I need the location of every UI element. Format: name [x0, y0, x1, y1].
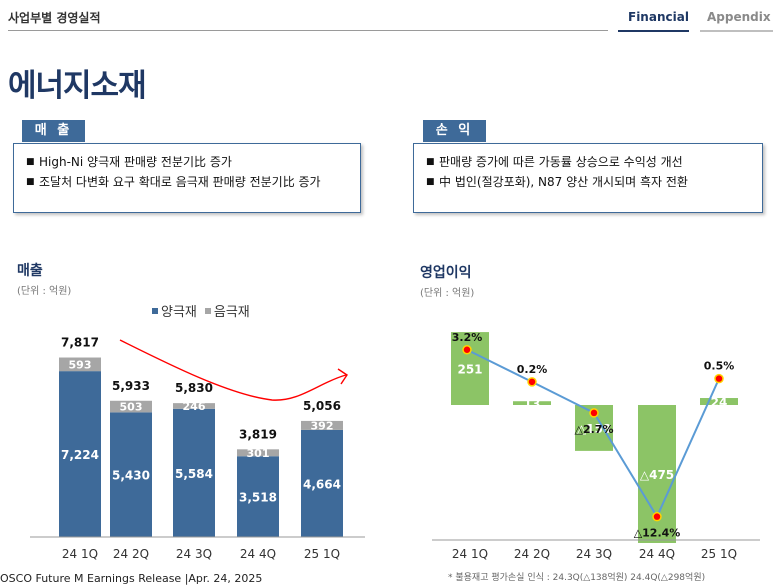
bullet-icon: ■ — [26, 177, 35, 187]
x-tick-label: 24 2Q — [113, 547, 149, 561]
profit-panel: ■ 판매량 증가에 따른 가동률 상승으로 수익성 개선 ■ 中 법인(절강포화),… — [413, 143, 763, 213]
sales-chart-title: 매출 — [17, 263, 43, 279]
margin-point — [589, 408, 599, 418]
cathode-value-label: 4,664 — [303, 477, 341, 491]
x-tick-label: 25 1Q — [701, 547, 737, 561]
x-tick-label: 24 4Q — [639, 547, 675, 561]
profit-bullet-2: ■ 中 법인(절강포화), N87 양산 개시되며 흑자 전환 — [426, 172, 752, 192]
legend-label-cathode: 양극재 — [161, 305, 197, 320]
x-tick-label: 24 2Q — [514, 547, 550, 561]
cathode-bar — [110, 412, 152, 537]
profit-value-label: 251 — [457, 363, 482, 377]
sales-bullet-1-text: High-Ni 양극재 판매량 전분기比 증가 — [39, 155, 232, 169]
legend-swatch-anode — [204, 307, 211, 314]
sales-bullet-2-text: 조달처 다변화 요구 확대로 음극재 판매량 전분기比 증가 — [39, 175, 321, 189]
cathode-bar — [301, 429, 343, 537]
sales-bullet-2: ■ 조달처 다변화 요구 확대로 음극재 판매량 전분기比 증가 — [26, 172, 350, 192]
cathode-value-label: 5,584 — [175, 467, 213, 481]
trend-arrow-line — [119, 339, 347, 401]
legend-item-anode: 음극재 — [204, 301, 250, 320]
total-value-label: 5,933 — [112, 379, 150, 393]
sales-panel: ■ High-Ni 양극재 판매량 전분기比 증가 ■ 조달처 다변화 요구 확대로… — [13, 143, 361, 213]
cathode-value-label: 3,518 — [239, 491, 277, 505]
bullet-icon: ■ — [26, 157, 35, 167]
section-title: 사업부별 경영실적 — [8, 11, 101, 25]
x-tick-label: 25 1Q — [304, 547, 340, 561]
x-tick-label: 24 1Q — [62, 547, 98, 561]
sales-chart-legend: 양극재 음극재 — [152, 301, 258, 320]
legend-label-anode: 음극재 — [213, 305, 250, 320]
total-value-label: 7,817 — [61, 336, 99, 350]
profit-bullet-1: ■ 판매량 증가에 따른 가동률 상승으로 수익성 개선 — [426, 152, 752, 172]
bullet-icon: ■ — [426, 177, 435, 187]
profit-bullet-2-text: 中 법인(절강포화), N87 양산 개시되며 흑자 전환 — [439, 175, 688, 189]
margin-label: △2.7% — [575, 423, 614, 436]
profit-panel-tab: 손 익 — [423, 120, 486, 142]
profit-value-label: 13 — [524, 397, 541, 411]
tab-appendix-underline — [700, 30, 773, 32]
tab-appendix[interactable]: Appendix — [707, 10, 771, 24]
anode-bar — [59, 357, 101, 372]
trend-arrow-head — [337, 368, 348, 385]
margin-point — [462, 345, 472, 355]
profit-chart-unit: (단위 : 억원) — [420, 288, 475, 299]
x-tick-label: 24 4Q — [240, 547, 276, 561]
margin-point — [527, 377, 537, 387]
cathode-value-label: 7,224 — [61, 448, 99, 462]
page-title: 에너지소재 — [8, 68, 147, 104]
total-value-label: 5,830 — [175, 381, 213, 395]
profit-bar — [700, 398, 738, 405]
anode-bar — [237, 449, 279, 457]
profit-value-label: 24 — [711, 396, 728, 410]
anode-value-label: 246 — [183, 400, 206, 413]
tab-financial-underline — [618, 30, 689, 32]
anode-bar — [301, 420, 343, 430]
profit-chart-footnote: * 불용재고 평가손실 인식 : 24.3Q(△138억원) 24.4Q(△29… — [448, 573, 706, 583]
header-divider — [8, 30, 608, 31]
x-tick-label: 24 3Q — [176, 547, 212, 561]
margin-label: 3.2% — [452, 331, 483, 344]
margin-label: 0.2% — [517, 363, 548, 376]
anode-value-label: 593 — [69, 358, 92, 371]
sales-bullet-1: ■ High-Ni 양극재 판매량 전분기比 증가 — [26, 152, 350, 172]
cathode-value-label: 5,430 — [112, 469, 150, 483]
total-value-label: 5,056 — [303, 399, 341, 413]
anode-value-label: 392 — [311, 419, 334, 432]
x-tick-label: 24 1Q — [452, 547, 488, 561]
profit-chart-title: 영업이익 — [420, 265, 472, 281]
margin-label: △12.4% — [634, 527, 681, 540]
total-value-label: 3,819 — [239, 427, 277, 441]
x-tick-label: 24 3Q — [576, 547, 612, 561]
tab-financial[interactable]: Financial — [628, 10, 689, 24]
legend-item-cathode: 양극재 — [152, 301, 197, 320]
anode-bar — [110, 400, 152, 413]
footer-text: OSCO Future M Earnings Release |Apr. 24,… — [0, 572, 263, 585]
anode-value-label: 503 — [120, 401, 143, 414]
legend-swatch-cathode — [152, 307, 158, 314]
profit-bar — [451, 332, 489, 405]
cathode-bar — [173, 408, 215, 537]
profit-bullet-1-text: 판매량 증가에 따른 가동률 상승으로 수익성 개선 — [439, 155, 683, 169]
margin-point — [652, 511, 662, 522]
bullet-icon: ■ — [426, 157, 435, 167]
cathode-bar — [59, 371, 101, 537]
sales-panel-tab: 매 출 — [22, 120, 85, 142]
cathode-bar — [237, 456, 279, 537]
sales-chart-unit: (단위 : 억원) — [17, 286, 72, 297]
margin-point — [714, 373, 724, 384]
anode-bar — [173, 403, 215, 409]
profit-value-label: △475 — [640, 468, 674, 482]
profit-bar — [513, 401, 551, 405]
margin-label: 0.5% — [704, 360, 735, 373]
anode-value-label: 301 — [247, 447, 270, 460]
